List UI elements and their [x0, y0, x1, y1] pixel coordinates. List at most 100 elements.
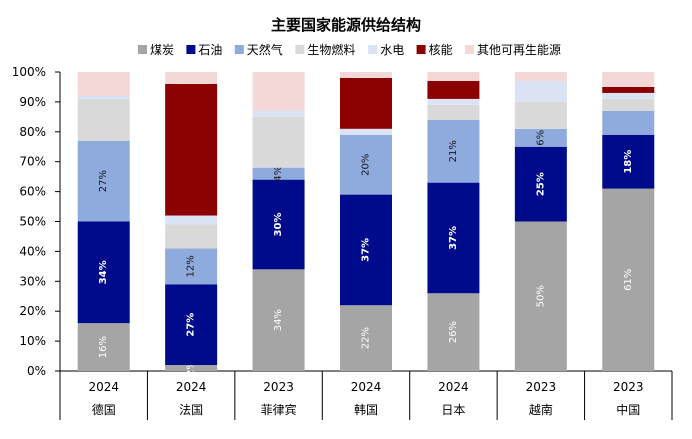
data-label: 22% [361, 327, 372, 349]
bar-segment [165, 72, 218, 84]
data-label: 27% [98, 170, 109, 192]
bar-segment [514, 146, 567, 222]
bar-stack: 26% 37% 21% [427, 72, 480, 371]
bar-segment [427, 72, 480, 81]
bar-segment [165, 284, 218, 366]
bars: 16% 34% 27% 2% 27% 12% 34% 30% 4% 22% 37% 20% 26% 37%… [77, 72, 655, 376]
y-tick-label: 60% [19, 185, 46, 199]
bar-segment [514, 80, 567, 102]
legend-label: 其他可再生能源 [477, 43, 561, 57]
bar-segment [340, 128, 392, 135]
legend-item: 石油 [186, 43, 222, 57]
y-tick-label: 20% [19, 304, 46, 318]
data-label: 6% [535, 130, 546, 146]
data-label: 30% [273, 213, 284, 237]
bar-stack: 34% 30% 4% [252, 72, 305, 371]
bar-segment [252, 167, 305, 180]
bar-segment [77, 72, 130, 96]
data-label: 20% [361, 154, 372, 176]
legend-swatch [368, 45, 378, 54]
bar-segment [602, 98, 655, 111]
bar-segment [602, 188, 655, 371]
bar-segment [602, 134, 655, 189]
y-tick-label: 90% [19, 95, 46, 109]
x-year-label: 2024 [88, 380, 119, 394]
legend-item: 煤炭 [138, 43, 174, 57]
y-tick-label: 30% [19, 274, 46, 288]
data-label: 26% [448, 321, 459, 343]
bar-segment [165, 365, 218, 371]
legend-swatch [465, 45, 474, 54]
data-label: 61% [623, 269, 634, 291]
bar-segment [427, 98, 480, 105]
bar-segment [77, 95, 130, 99]
legend-label: 煤炭 [150, 43, 174, 57]
legend-label: 核能 [429, 43, 453, 57]
y-tick-label: 0% [27, 364, 46, 378]
bar-segment [427, 293, 480, 371]
y-tick-label: 50% [19, 215, 46, 229]
x-category-label: 韩国 [354, 402, 378, 417]
data-label: 34% [98, 260, 109, 284]
bar-segment [427, 119, 480, 183]
bar-segment [252, 110, 305, 117]
bar-stack: 61% 18% [602, 72, 655, 371]
bar-segment [340, 134, 392, 195]
bar-segment [427, 182, 480, 294]
x-category-label: 菲律宾 [261, 402, 297, 417]
legend: 煤炭 石油 天然气 生物燃料 水电 核能 其他可再生能源 [138, 42, 561, 57]
x-year-label: 2023 [263, 380, 294, 394]
bar-segment [165, 248, 218, 285]
data-label: 37% [448, 226, 459, 250]
legend-item: 核能 [416, 43, 453, 57]
bar-segment [165, 224, 218, 249]
bar-stack: 22% 37% 20% [340, 72, 392, 371]
bar-segment [77, 98, 130, 141]
legend-label: 天然气 [247, 42, 283, 57]
y-tick-label: 70% [19, 155, 46, 169]
data-label: 18% [623, 150, 634, 174]
bar-segment [252, 72, 305, 111]
legend-swatch [138, 45, 147, 54]
legend-item: 其他可再生能源 [465, 43, 561, 57]
legend-swatch [416, 45, 426, 54]
bar-stack: 16% 34% 27% [77, 72, 130, 371]
x-year-label: 2024 [351, 380, 382, 394]
data-label: 2% [186, 360, 197, 376]
data-label: 4% [273, 166, 284, 182]
bar-segment [77, 221, 130, 324]
bar-segment [514, 221, 567, 371]
bar-segment [514, 128, 567, 147]
legend-swatch [295, 45, 305, 54]
axes: 0% 10% 20% 30% 40% 50% 60% 70% 80% 90% 100% [12, 65, 673, 420]
bar-segment [602, 110, 655, 135]
bar-segment [602, 92, 655, 99]
bar-segment [514, 101, 567, 129]
bar-segment [427, 80, 480, 99]
bar-segment [165, 83, 218, 216]
data-label: 21% [448, 140, 459, 162]
bar-segment [602, 86, 655, 93]
legend-swatch [234, 45, 244, 54]
data-label: 25% [535, 172, 546, 196]
bar-segment [514, 72, 567, 81]
y-tick-label: 80% [19, 125, 46, 139]
legend-label: 生物燃料 [307, 42, 355, 57]
bar-segment [165, 215, 218, 225]
x-category-label: 法国 [179, 403, 203, 417]
x-category-label: 中国 [616, 402, 640, 417]
data-label: 16% [98, 336, 109, 358]
x-category-label: 德国 [92, 402, 116, 417]
x-category-label: 日本 [441, 403, 465, 417]
legend-item: 生物燃料 [295, 42, 355, 57]
legend-label: 水电 [380, 43, 404, 57]
bar-segment [77, 140, 130, 222]
legend-item: 天然气 [234, 42, 283, 57]
legend-label: 石油 [198, 43, 222, 57]
bar-segment [427, 104, 480, 120]
bar-segment [252, 116, 305, 168]
bar-segment [252, 179, 305, 270]
bar-stack: 2% 27% 12% [165, 72, 218, 376]
bar-segment [340, 305, 392, 371]
